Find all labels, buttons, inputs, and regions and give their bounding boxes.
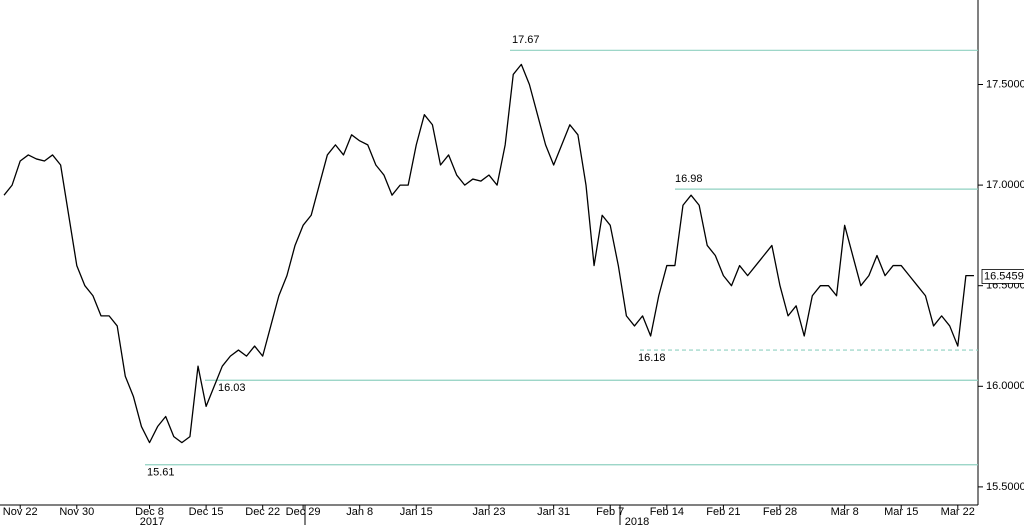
x-tick-label: Feb 28 [763,506,797,518]
x-group-label: 2017 [140,516,164,528]
level-label: 17.67 [512,34,540,46]
x-tick-label: Jan 8 [346,506,373,518]
x-tick-label: Mar 8 [831,506,859,518]
x-tick-label: Dec 29 [286,506,321,518]
x-tick-label: Mar 15 [884,506,918,518]
y-tick-label: 15.5000 [986,481,1024,493]
y-tick-label: 17.0000 [986,179,1024,191]
y-tick-label: 17.5000 [986,78,1024,90]
last-value-box [981,269,1024,284]
x-tick-label: Nov 30 [59,506,94,518]
level-label: 16.18 [638,352,666,364]
x-group-label: 2018 [625,516,649,528]
price-line [3,63,974,444]
y-tick-label: 16.0000 [986,380,1024,392]
level-label: 15.61 [147,467,175,479]
x-tick-label: Feb 14 [650,506,684,518]
x-tick-label: Jan 31 [537,506,570,518]
level-label: 16.98 [675,173,703,185]
x-tick-label: Dec 8 [135,506,164,518]
last-value-label: 16.5459 [984,270,1024,282]
x-tick-label: Jan 23 [472,506,505,518]
x-tick-label: Mar 22 [941,506,975,518]
x-tick-label: Jan 15 [400,506,433,518]
x-tick-label: Feb 7 [596,506,624,518]
x-tick-label: Nov 22 [3,506,38,518]
x-tick-label: Dec 15 [189,506,224,518]
x-tick-label: Dec 22 [245,506,280,518]
x-tick-label: Feb 21 [706,506,740,518]
level-label: 16.03 [218,382,246,394]
